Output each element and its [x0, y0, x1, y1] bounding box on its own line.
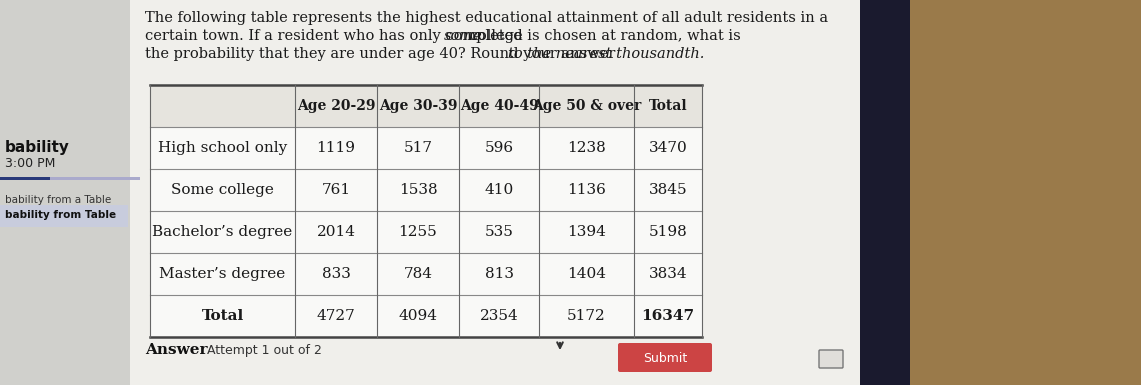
Text: 1394: 1394 [567, 225, 606, 239]
Text: 1238: 1238 [567, 141, 606, 155]
Text: Master’s degree: Master’s degree [160, 267, 285, 281]
Bar [50, 177, 140, 180]
Text: 4094: 4094 [398, 309, 437, 323]
Text: Attempt 1 out of 2: Attempt 1 out of 2 [207, 344, 322, 357]
Text: The following table represents the highest educational attainment of all adult r: The following table represents the highe… [145, 11, 828, 25]
Text: 3:00 PM: 3:00 PM [5, 157, 56, 170]
Bar [149, 85, 702, 337]
Text: 3834: 3834 [649, 267, 687, 281]
Text: 5198: 5198 [648, 225, 687, 239]
Text: Some college: Some college [171, 183, 274, 197]
Text: Total: Total [201, 309, 244, 323]
Text: Age 40-49: Age 40-49 [460, 99, 539, 113]
Text: to the nearest thousandth.: to the nearest thousandth. [508, 47, 704, 61]
Text: Bachelor’s degree: Bachelor’s degree [153, 225, 292, 239]
Text: 761: 761 [322, 183, 350, 197]
Text: Age 30-39: Age 30-39 [379, 99, 458, 113]
Text: 784: 784 [404, 267, 432, 281]
Text: college is chosen at random, what is: college is chosen at random, what is [464, 29, 741, 43]
Text: 1255: 1255 [398, 225, 437, 239]
Text: 517: 517 [404, 141, 432, 155]
Text: 813: 813 [485, 267, 513, 281]
Text: 5172: 5172 [567, 309, 606, 323]
Text: 1136: 1136 [567, 183, 606, 197]
Text: 833: 833 [322, 267, 350, 281]
Text: 3845: 3845 [649, 183, 687, 197]
Text: bability from a Table: bability from a Table [5, 195, 112, 205]
Text: some: some [444, 29, 483, 43]
Text: Age 20-29: Age 20-29 [297, 99, 375, 113]
Text: 3470: 3470 [648, 141, 687, 155]
FancyBboxPatch shape [618, 343, 712, 372]
Text: Answer: Answer [145, 343, 208, 357]
Bar [0, 177, 130, 180]
Text: 2354: 2354 [479, 309, 518, 323]
Bar [860, 0, 911, 385]
FancyBboxPatch shape [819, 350, 843, 368]
Text: Total: Total [649, 99, 687, 113]
Bar [0, 0, 130, 385]
Text: 535: 535 [485, 225, 513, 239]
Text: the probability that they are under age 40? Round your answer: the probability that they are under age … [145, 47, 620, 61]
Text: Age 50 & over: Age 50 & over [532, 99, 641, 113]
Text: 410: 410 [485, 183, 513, 197]
Text: 596: 596 [485, 141, 513, 155]
Text: 1538: 1538 [398, 183, 437, 197]
Bar [0, 205, 128, 227]
Text: 4727: 4727 [316, 309, 355, 323]
Text: bability: bability [5, 140, 70, 155]
Text: 1404: 1404 [567, 267, 606, 281]
Bar [130, 0, 860, 385]
Text: 1119: 1119 [316, 141, 356, 155]
Bar [911, 0, 1141, 385]
Text: certain town. If a resident who has only completed: certain town. If a resident who has only… [145, 29, 527, 43]
Text: High school only: High school only [157, 141, 288, 155]
Text: 16347: 16347 [641, 309, 695, 323]
Text: Submit: Submit [642, 352, 687, 365]
Text: bability from Table: bability from Table [5, 210, 116, 220]
Bar [149, 85, 702, 127]
Text: 2014: 2014 [316, 225, 356, 239]
